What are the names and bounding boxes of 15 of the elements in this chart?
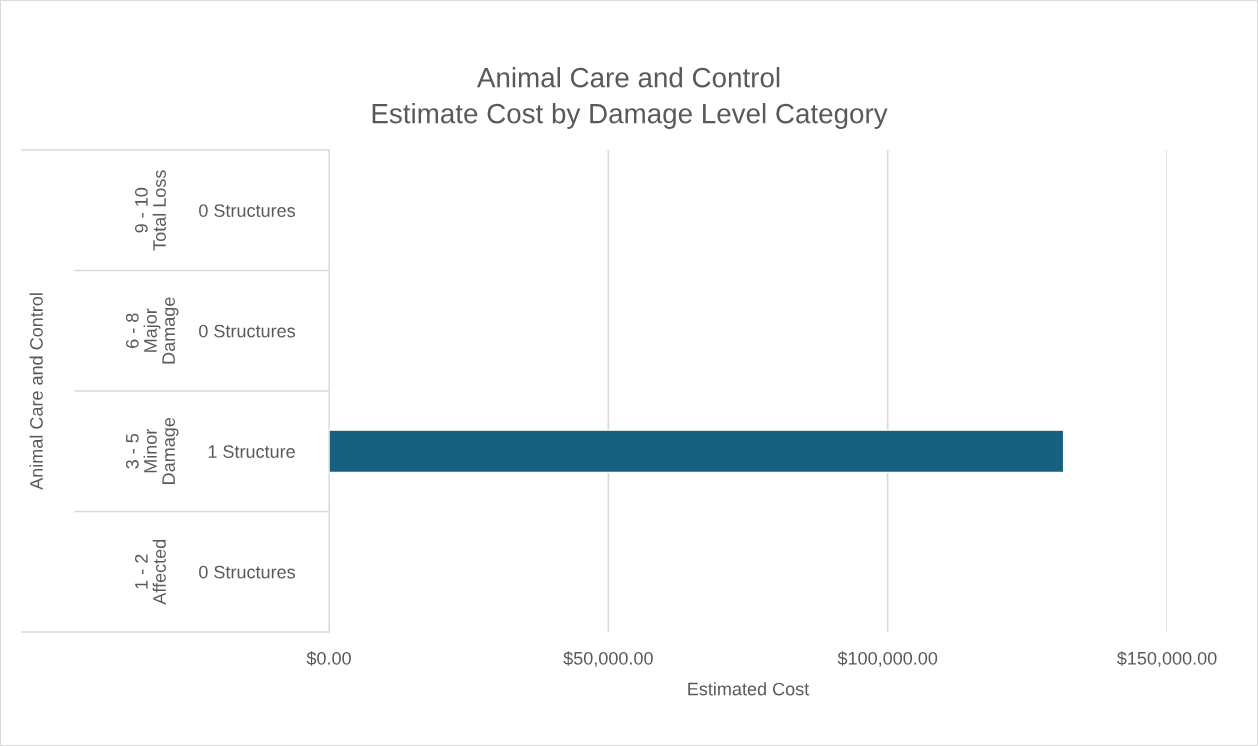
x-tick-label: $150,000.00 [1117,651,1217,667]
y-tick-label: 0 Structures [199,204,296,217]
text: 1 - 2 Affected [134,539,166,605]
text: Animal Care and Control [29,293,43,490]
text: 6 - 8 Major Damage [125,297,179,364]
x-tick-label: $50,000.00 [563,651,653,667]
y-tick-label: 0 Structures [199,565,296,579]
x-tick-label: $0.00 [306,651,351,666]
text: 3 - 5 Minor Damage [125,417,179,484]
chart-title: Animal Care and Control Estimate Cost by Damage Level Category [372,67,888,129]
x-tick-label: $100,000.00 [837,651,938,667]
text: 9 - 10 Total Loss [134,170,166,251]
y-tick-label: 0 Structures [199,324,296,338]
y-tick-label: 1 Structure [208,445,295,458]
x-axis-title: Estimated Cost [688,682,810,696]
